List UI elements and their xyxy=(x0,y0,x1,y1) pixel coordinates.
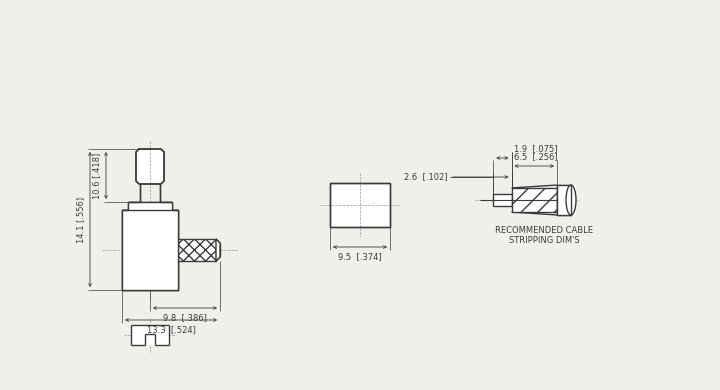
Text: 10.6 [.418]: 10.6 [.418] xyxy=(92,152,101,199)
Bar xyxy=(330,183,390,227)
Polygon shape xyxy=(136,149,164,184)
Bar xyxy=(330,183,390,227)
Bar xyxy=(557,185,576,215)
Bar xyxy=(128,202,172,210)
Bar xyxy=(122,210,178,290)
Bar xyxy=(557,185,571,215)
Polygon shape xyxy=(216,239,220,261)
Ellipse shape xyxy=(566,185,576,215)
Bar xyxy=(511,188,557,212)
Text: 14.1 [.556]: 14.1 [.556] xyxy=(76,197,85,243)
Text: 6.5  [.256]: 6.5 [.256] xyxy=(513,152,557,161)
Bar xyxy=(493,194,511,206)
Bar xyxy=(122,210,178,290)
Text: RECOMMENDED CABLE: RECOMMENDED CABLE xyxy=(495,226,593,235)
Bar xyxy=(178,239,216,261)
Text: 9.5  [.374]: 9.5 [.374] xyxy=(338,252,382,261)
Text: STRIPPING DIM'S: STRIPPING DIM'S xyxy=(509,236,580,245)
Text: 9.8  [.386]: 9.8 [.386] xyxy=(163,313,207,322)
Text: 1.9  [.075]: 1.9 [.075] xyxy=(513,144,557,153)
Bar xyxy=(131,325,169,345)
Bar xyxy=(122,210,178,290)
Bar xyxy=(122,210,178,290)
Text: 2.6  [.102]: 2.6 [.102] xyxy=(405,172,448,181)
Text: 13.3  [.524]: 13.3 [.524] xyxy=(147,325,195,334)
Bar xyxy=(557,185,571,215)
